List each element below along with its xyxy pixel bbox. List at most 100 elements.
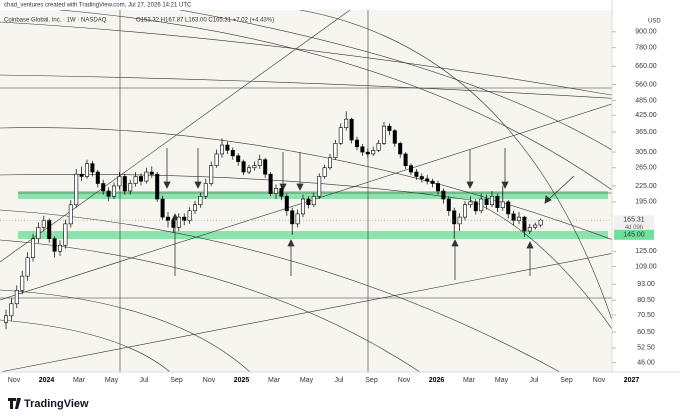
x-tick-label: Mar (73, 377, 86, 384)
candle-body (220, 144, 225, 155)
candle-body (41, 220, 46, 228)
candle-body (376, 143, 381, 151)
candle-body (365, 151, 370, 155)
candle-body (57, 244, 62, 252)
y-tick-label: 109.00 (635, 263, 657, 270)
candle-body (435, 183, 440, 192)
candle-body (462, 204, 467, 218)
x-tick-label: Nov (593, 377, 606, 384)
candle-body (133, 176, 138, 184)
candle-body (263, 159, 268, 175)
countdown-label: 4d 09h (625, 225, 643, 231)
candle-body (441, 190, 446, 200)
candle-body (30, 238, 35, 259)
candle-body (295, 213, 300, 225)
y-tick-label: 60.50 (637, 329, 655, 336)
x-tick-label: Sep (365, 377, 378, 384)
candle-body (252, 165, 257, 169)
x-tick-label: Mar (268, 377, 281, 384)
arc (0, 289, 251, 372)
candle-body (171, 220, 176, 228)
candle-body (122, 176, 127, 192)
candle-body (403, 153, 408, 166)
arc (0, 209, 561, 372)
candle-body (446, 198, 451, 212)
logo: TradingView (8, 398, 89, 410)
arc (179, 10, 612, 151)
candle-body (327, 157, 332, 169)
x-tick-label: Sep (560, 377, 573, 384)
y-tick-label: 46.00 (637, 359, 655, 366)
candle-body (425, 178, 430, 182)
candle-body (36, 227, 41, 240)
x-tick-label: May (300, 377, 314, 384)
candle-body (333, 143, 338, 159)
watermark: chad_ventures created with TradingView.c… (4, 3, 192, 9)
candle-body (511, 213, 516, 221)
candle-body (52, 238, 57, 252)
arc (0, 21, 612, 96)
candle-body (489, 195, 494, 206)
arc (59, 10, 612, 191)
x-tick-label: Nov (8, 377, 21, 384)
y-tick-label: 660.00 (635, 63, 657, 70)
candle-body (495, 195, 500, 209)
arc (0, 319, 171, 372)
candle-body (306, 198, 311, 206)
candle-body (68, 204, 73, 225)
candle-body (230, 150, 235, 157)
y-tick-label: 425.00 (635, 112, 657, 119)
drawings (0, 10, 612, 372)
candle-body (500, 201, 505, 209)
candle-body (117, 176, 122, 187)
x-tick-label: May (105, 377, 119, 384)
support-band (18, 231, 608, 239)
x-tick-label: Jul (530, 377, 539, 384)
x-tick-label: Nov (398, 377, 411, 384)
fan-line (0, 10, 351, 263)
x-tick-label: 2026 (429, 377, 445, 384)
candle-body (193, 204, 198, 212)
candle-body (101, 183, 106, 192)
candle-body (414, 171, 419, 177)
arrows (163, 148, 575, 280)
candle-body (139, 176, 144, 182)
candle-body (225, 144, 230, 151)
candle-body (25, 257, 30, 277)
candle-body (408, 165, 413, 173)
candle-body (90, 163, 95, 173)
y-tick-label: 195.00 (635, 199, 657, 206)
arc (0, 239, 421, 372)
candle-body (203, 183, 208, 197)
candle-body (538, 219, 543, 226)
x-tick-label: Nov (203, 377, 216, 384)
candle-body (14, 290, 19, 305)
candle-body (527, 227, 532, 232)
candle-body (95, 171, 100, 184)
y-tick-label: 485.00 (635, 97, 657, 104)
candle-body (317, 176, 322, 197)
candle-body (387, 125, 392, 131)
y-tick-label: 265.00 (635, 165, 657, 172)
y-tick-label: 125.00 (635, 248, 657, 255)
candle-body (452, 210, 457, 225)
x-tick-label: 2025 (234, 377, 250, 384)
candle-body (533, 224, 538, 228)
arc (299, 10, 612, 321)
candle-body (144, 171, 149, 182)
candle-body (322, 167, 327, 177)
candle-body (473, 201, 478, 212)
y-tick-label: 70.50 (637, 312, 655, 319)
candle-body (279, 188, 284, 197)
fan-line (0, 103, 612, 301)
level-box (614, 229, 654, 240)
arc (0, 173, 612, 330)
x-tick-label: Mar (463, 377, 476, 384)
candle-body (344, 118, 349, 128)
candle-body (160, 198, 165, 218)
candle-body (419, 176, 424, 180)
candle-body (63, 223, 68, 246)
candle-body (47, 220, 52, 240)
candle-body (338, 127, 343, 144)
